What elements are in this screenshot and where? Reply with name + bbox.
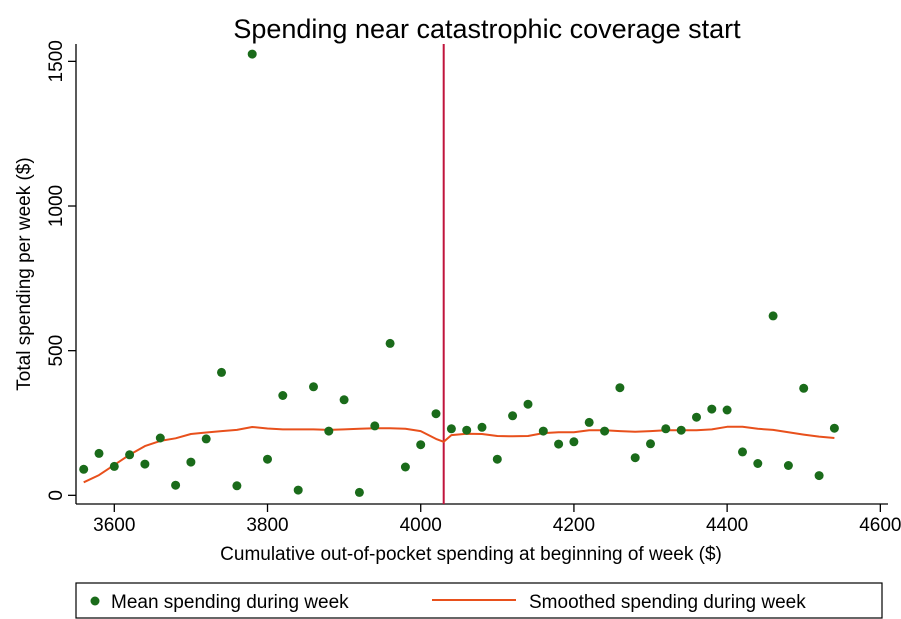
scatter-point (753, 459, 763, 468)
scatter-point (829, 423, 839, 433)
scatter-point (385, 338, 395, 348)
scatter-point (201, 434, 211, 444)
scatter-point (661, 424, 671, 434)
scatter-point (783, 461, 793, 470)
smoothed-line-layer (83, 425, 835, 484)
scatter-point (768, 311, 778, 321)
x-tick-label: 3600 (93, 515, 135, 536)
scatter-point (554, 439, 564, 449)
scatter-point (814, 471, 824, 481)
scatter-point (492, 454, 502, 464)
scatter-point (79, 464, 89, 474)
scatter-point (278, 391, 288, 400)
scatter-point (676, 425, 686, 435)
y-tick-label: 1500 (46, 40, 67, 82)
scatter-point (799, 383, 809, 393)
x-axis-ticks: 3600 3800 4000 4200 4400 4600 (93, 504, 901, 536)
x-tick-label: 4600 (859, 515, 901, 536)
scatter-point (125, 450, 135, 460)
y-tick-label: 500 (46, 335, 67, 367)
legend-dot (90, 596, 100, 606)
scatter-point (446, 424, 456, 434)
scatter-point (171, 480, 181, 490)
legend-label-smoothed: Smoothed spending during week (529, 592, 806, 613)
scatter-point (584, 417, 594, 427)
scatter-point (738, 447, 747, 457)
scatter-point (646, 439, 655, 449)
x-tick-label: 3800 (246, 515, 288, 536)
scatter-point (109, 461, 119, 471)
scatter-point (155, 433, 165, 443)
scatter-point (186, 457, 196, 467)
scatter-point (309, 382, 318, 392)
smoothed-spending-line (83, 425, 835, 484)
scatter-point (324, 426, 334, 436)
y-axis-ticks: 0 500 1000 1500 (46, 40, 76, 501)
scatter-point (94, 448, 104, 458)
scatter-point (477, 422, 487, 432)
legend-box (75, 582, 883, 619)
scatter-point (339, 395, 349, 405)
scatter-point (232, 481, 242, 491)
legend: Mean spending during week Smoothed spend… (75, 582, 883, 619)
scatter-point (600, 426, 610, 436)
scatter-point (692, 412, 701, 422)
scatter-point (263, 454, 272, 464)
scatter-point (354, 487, 364, 497)
scatter-point (523, 399, 533, 409)
scatter-point (140, 459, 150, 469)
legend-label-mean: Mean spending during week (111, 592, 349, 613)
x-tick-label: 4200 (553, 515, 595, 536)
y-tick-label: 1000 (46, 185, 67, 227)
x-tick-label: 4000 (400, 515, 442, 536)
scatter-point (293, 485, 303, 495)
scatter-point (431, 409, 441, 419)
scatter-point (538, 426, 548, 436)
scatter-point (722, 405, 732, 415)
y-tick-label: 0 (46, 490, 67, 501)
scatter-point (370, 421, 380, 431)
scatter-points-layer (79, 49, 839, 497)
scatter-point (508, 411, 518, 421)
scatter-point (416, 440, 426, 450)
x-tick-label: 4400 (706, 515, 748, 536)
scatter-point (569, 437, 579, 447)
scatter-point (247, 49, 257, 59)
scatter-point (400, 462, 410, 472)
scatter-point (615, 383, 625, 393)
chart-title: Spending near catastrophic coverage star… (233, 14, 741, 44)
scatter-point (462, 425, 472, 435)
x-axis-title: Cumulative out-of-pocket spending at beg… (220, 544, 722, 565)
y-axis-title: Total spending per week ($) (14, 157, 35, 390)
scatter-point (707, 404, 717, 414)
scatter-point (630, 453, 640, 463)
scatter-point (217, 367, 226, 377)
